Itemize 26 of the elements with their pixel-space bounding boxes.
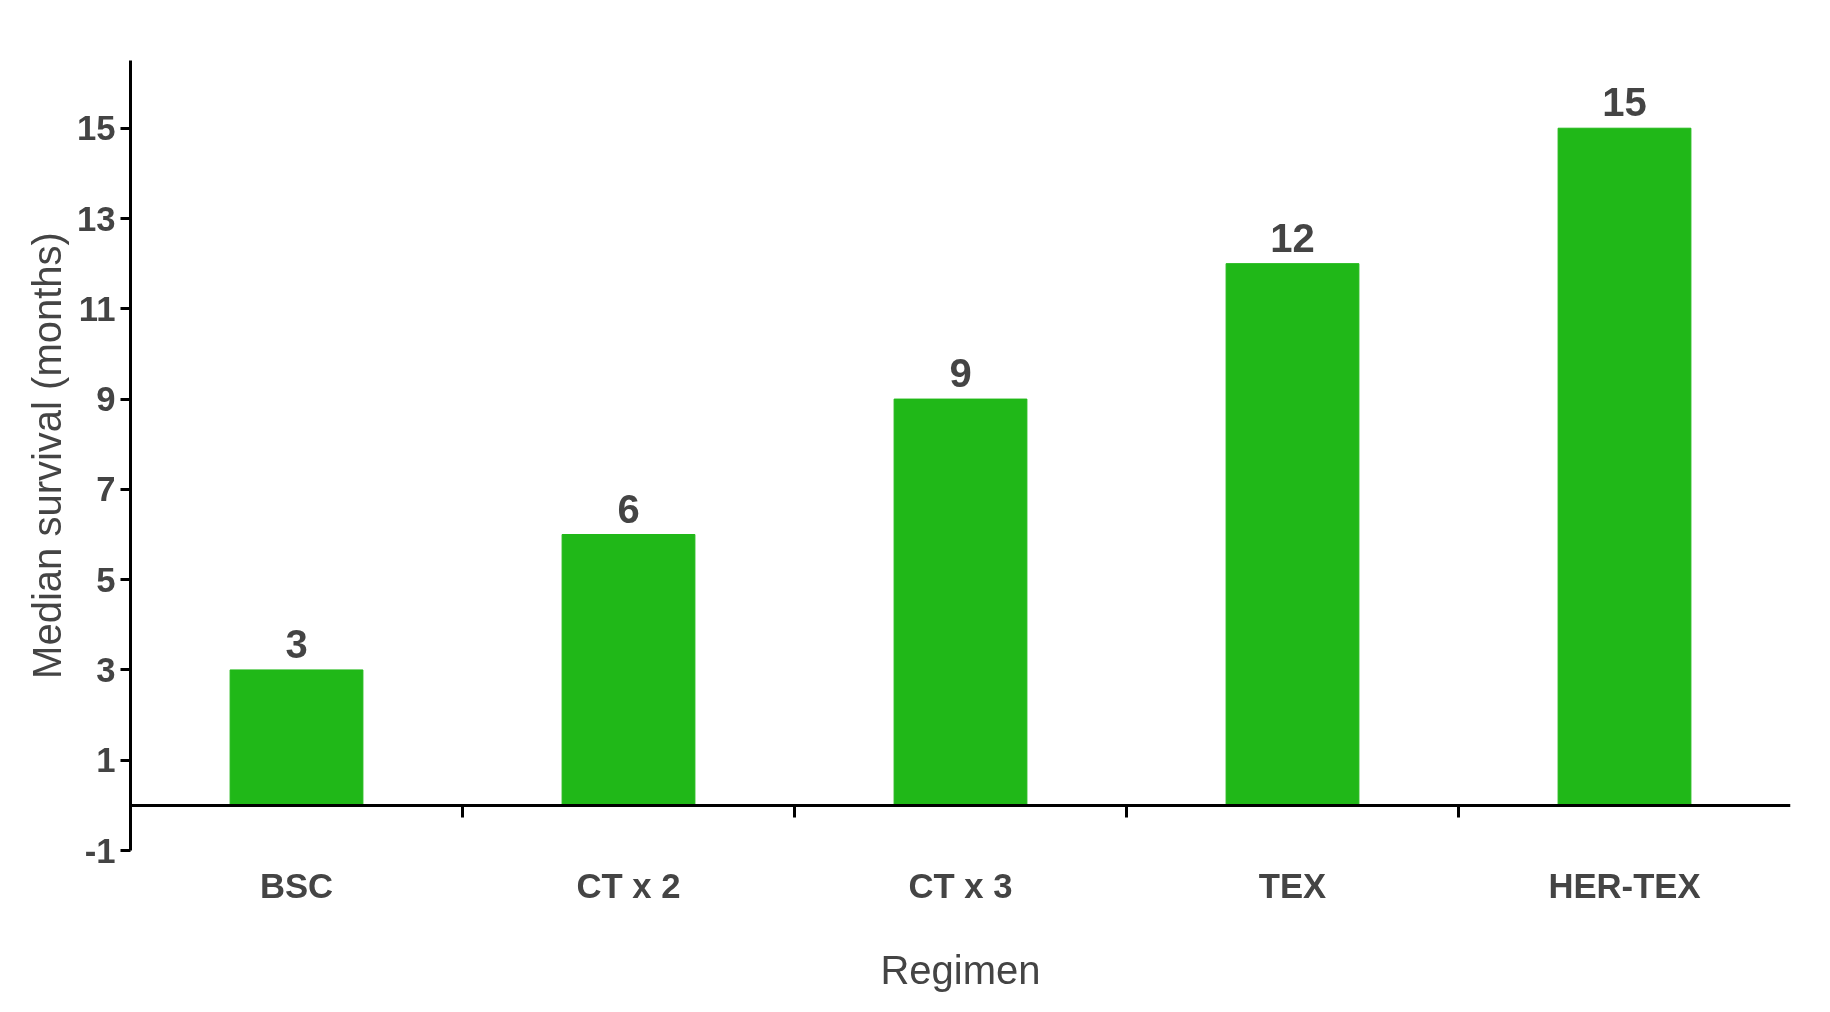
data-label: 3	[285, 621, 308, 666]
y-tick-label: 13	[76, 199, 116, 238]
x-axis-title: Regimen	[880, 947, 1041, 992]
data-label: 12	[1270, 215, 1315, 260]
y-tick-label: 9	[96, 380, 116, 419]
y-tick-label: 1	[96, 741, 116, 780]
data-label: 6	[617, 486, 640, 531]
y-tick-label: 7	[96, 470, 116, 509]
x-tick-label: BSC	[259, 866, 334, 905]
y-tick-label: 11	[78, 289, 116, 328]
bar	[1225, 263, 1360, 806]
bar	[229, 669, 364, 806]
y-tick-label: 3	[96, 650, 116, 689]
bar	[561, 534, 696, 806]
x-tick-label: TEX	[1258, 866, 1327, 905]
y-tick-label: -1	[84, 831, 116, 870]
data-label: 15	[1602, 80, 1647, 125]
x-tick-label: HER-TEX	[1548, 866, 1701, 905]
bar	[893, 398, 1028, 806]
bar	[1557, 127, 1692, 806]
x-tick-label: CT x 3	[908, 866, 1013, 905]
data-label: 9	[949, 351, 972, 396]
y-axis-title: Median survival (months)	[24, 232, 69, 679]
y-tick-label: 5	[96, 560, 116, 599]
y-tick-label: 15	[76, 109, 116, 148]
x-tick-label: CT x 2	[576, 866, 681, 905]
